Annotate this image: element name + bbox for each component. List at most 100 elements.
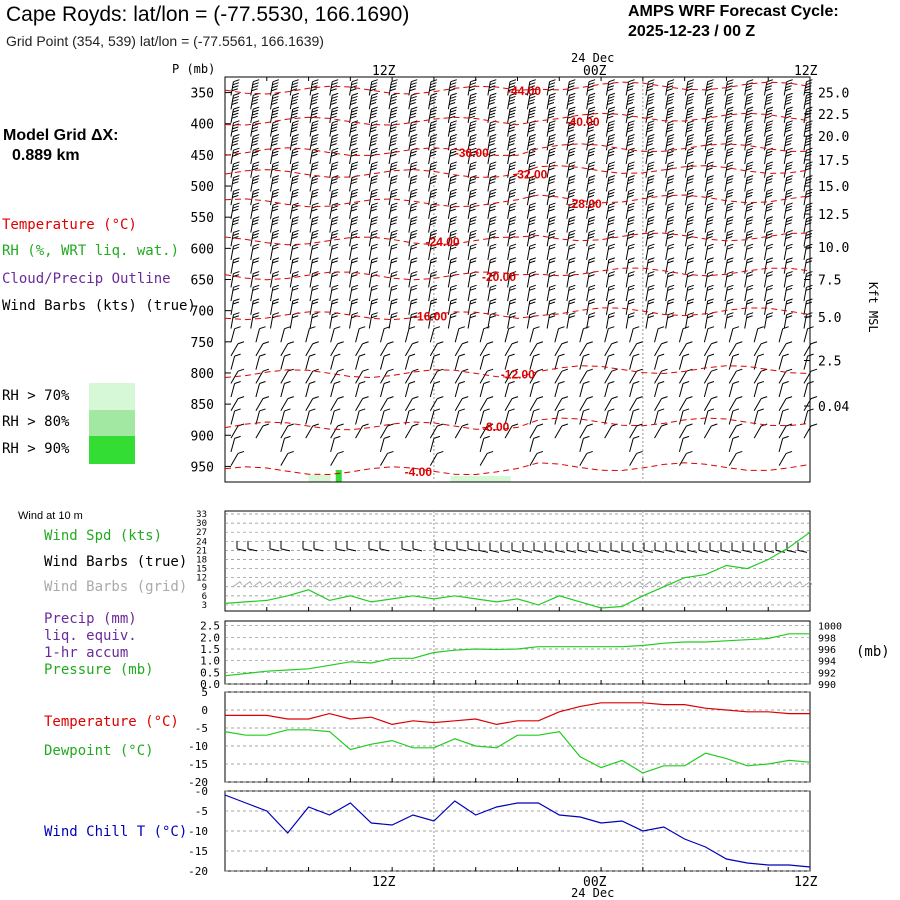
wind-barb (368, 134, 378, 151)
wind-barb (753, 341, 768, 357)
wind-barb (665, 188, 675, 206)
wind-barb (408, 175, 418, 192)
wind-barb (250, 161, 260, 178)
legend-rh: RH (%, WRT liq. wat.) (2, 243, 180, 259)
wind-barb-grid (682, 581, 693, 588)
wind-barb (349, 120, 359, 137)
wind-barb (579, 326, 590, 343)
wind-barb (579, 381, 590, 398)
wind-barb (388, 284, 398, 302)
wind-barb (728, 341, 743, 357)
wind-tick-label: 18 (196, 555, 207, 565)
pressure-tick-label: 850 (191, 398, 214, 413)
wind-barb (270, 188, 280, 206)
wind-barb (487, 312, 497, 329)
wind-barb (625, 298, 635, 315)
wind-barb (566, 216, 576, 233)
wind-barb (645, 106, 655, 123)
wind-barb (546, 257, 556, 274)
wind-barb (744, 175, 754, 192)
wind-barb (546, 106, 556, 123)
wind-barb (778, 341, 793, 357)
label-dewpoint: Dewpoint (°C) (44, 743, 154, 759)
wind-barb (447, 257, 457, 274)
pressure-line (224, 633, 810, 677)
wind-barb (625, 147, 635, 165)
wind-barb (778, 353, 789, 370)
legend-rh70: RH > 70% (2, 388, 70, 404)
wind-barb (280, 396, 294, 411)
wind-barb (309, 284, 319, 302)
wind-10m-title: Wind at 10 m (18, 510, 83, 522)
bottom-date-label: 24 Dec (571, 886, 615, 900)
wind-barb (270, 271, 280, 288)
wind-barb (629, 423, 643, 439)
wind-barb (408, 202, 418, 219)
wind-barb-true (610, 542, 621, 553)
wind-barb (270, 216, 280, 233)
wind-barb (404, 396, 419, 411)
wind-barb (665, 284, 675, 302)
wind-barb (783, 161, 793, 178)
wind-barb (586, 284, 596, 302)
wind-barb (586, 120, 596, 137)
wind-barb (704, 202, 714, 219)
wind-barb (255, 423, 270, 439)
wind-barb (554, 381, 565, 398)
wind-barb-true (500, 542, 511, 553)
wind-barb (487, 216, 497, 233)
wind-barb-grid (772, 581, 783, 588)
wind-barb (763, 120, 774, 137)
wind-barb (349, 284, 359, 302)
wind-barb (507, 188, 517, 206)
wind-barb (230, 368, 245, 384)
wind-barb (546, 298, 556, 315)
wind-barb (744, 106, 754, 123)
wind-barb (783, 175, 793, 192)
wind-barb (280, 353, 291, 370)
wind-barb (330, 381, 341, 398)
pressure-axis-title: P (mb) (172, 62, 216, 76)
wind-barb (629, 435, 640, 452)
wind-barb (529, 450, 544, 466)
temp-tick-label: -15 (188, 758, 208, 771)
wind-barb (763, 257, 774, 274)
wind-barb (803, 216, 813, 233)
wind-barb (368, 257, 378, 274)
wind-barb (605, 175, 616, 192)
wind-barb (380, 368, 394, 384)
wind-barb (305, 326, 316, 343)
wind-barb (454, 326, 465, 343)
wind-barb (368, 79, 378, 96)
wind-barb (803, 381, 814, 398)
wind-barb (230, 408, 241, 425)
windchill-tick-label: -20 (188, 865, 208, 878)
wind-barb (579, 423, 593, 439)
wind-barb (546, 243, 556, 261)
wind-barb-grid (572, 581, 583, 588)
wind-barb (467, 243, 477, 261)
wind-barb (507, 271, 517, 288)
wind-barb (368, 271, 378, 288)
wind-tick-label: 6 (202, 592, 207, 602)
wind-barb-grid (712, 581, 723, 588)
wind-barb (255, 408, 266, 425)
wind-barb (309, 257, 319, 274)
wind-barb-grid (762, 581, 773, 588)
wind-barb (289, 202, 299, 219)
wind-barb-true (676, 542, 687, 553)
wind-barb (467, 92, 477, 110)
wind-barb (526, 284, 536, 302)
wind-barb (526, 312, 536, 329)
wind-barb (645, 120, 655, 137)
windchill-tick-label: -0 (195, 785, 208, 798)
wind-barb (629, 341, 643, 357)
wind-barb (250, 92, 260, 110)
wind-barb (803, 271, 813, 288)
wind-barb (763, 271, 774, 288)
wind-barbs-grid (232, 581, 813, 588)
wind-barb-grid (392, 581, 403, 588)
wind-barb (625, 312, 635, 329)
wind-barb (355, 396, 369, 411)
wind-barb (763, 312, 774, 329)
